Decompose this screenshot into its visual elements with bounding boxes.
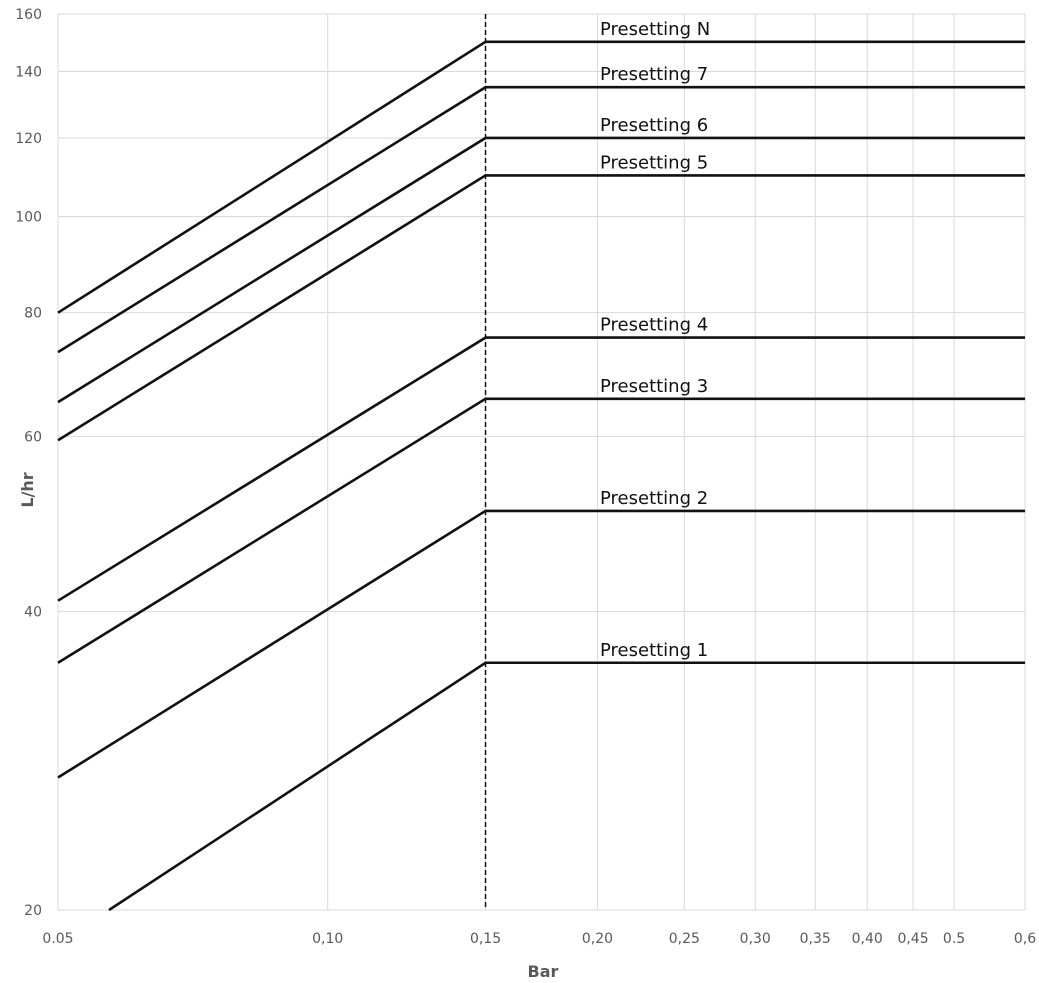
series-label: Presetting 4 xyxy=(600,315,708,336)
y-tick-label: 60 xyxy=(24,430,42,446)
x-tick-label: 0,40 xyxy=(852,931,883,947)
y-tick-label: 160 xyxy=(15,7,42,23)
y-tick-label: 80 xyxy=(24,306,42,322)
series-line xyxy=(57,397,1025,664)
series-line xyxy=(57,174,1025,442)
series-label: Presetting 7 xyxy=(600,64,708,85)
series-line xyxy=(57,85,1025,354)
series-label: Presetting 3 xyxy=(600,376,708,397)
series-label: Presetting 6 xyxy=(600,115,708,136)
x-tick-label: 0,30 xyxy=(740,931,771,947)
series-layer xyxy=(57,40,1025,912)
x-tick-label: 0,20 xyxy=(582,931,613,947)
series-label: Presetting 1 xyxy=(600,640,708,661)
series-label: Presetting 5 xyxy=(600,152,708,173)
y-tick-label: 100 xyxy=(15,210,42,226)
x-tick-label: 0,35 xyxy=(800,931,831,947)
x-tick-label: 0.5 xyxy=(943,931,965,947)
series-label: Presetting N xyxy=(600,19,710,40)
tick-label-layer: 0.05 0,10 0,15 0,20 0,25 0,30 0,35 0,40 0,45 0.5 0… xyxy=(15,7,1036,947)
y-axis-title: L/hr xyxy=(18,472,37,507)
series-line xyxy=(57,336,1025,602)
series-line xyxy=(57,136,1025,404)
y-tick-label: 40 xyxy=(24,604,42,620)
x-tick-label: 0,10 xyxy=(312,931,343,947)
grid-layer xyxy=(57,13,1026,911)
y-tick-label: 20 xyxy=(24,903,42,919)
series-label-layer: Presetting N Presetting 7 Presetting 6 Pres… xyxy=(600,19,710,661)
series-label: Presetting 2 xyxy=(600,488,708,509)
series-line xyxy=(57,509,1025,779)
x-tick-label: 0.05 xyxy=(42,931,73,947)
y-tick-label: 120 xyxy=(15,131,42,147)
y-tick-label: 140 xyxy=(15,65,42,81)
x-tick-label: 0,45 xyxy=(897,931,928,947)
x-tick-label: 0,15 xyxy=(470,931,501,947)
x-tick-label: 0,25 xyxy=(669,931,700,947)
x-axis-title: Bar xyxy=(528,962,559,981)
series-line xyxy=(108,661,1025,912)
series-line xyxy=(57,40,1025,314)
x-tick-label: 0,6 xyxy=(1014,931,1036,947)
